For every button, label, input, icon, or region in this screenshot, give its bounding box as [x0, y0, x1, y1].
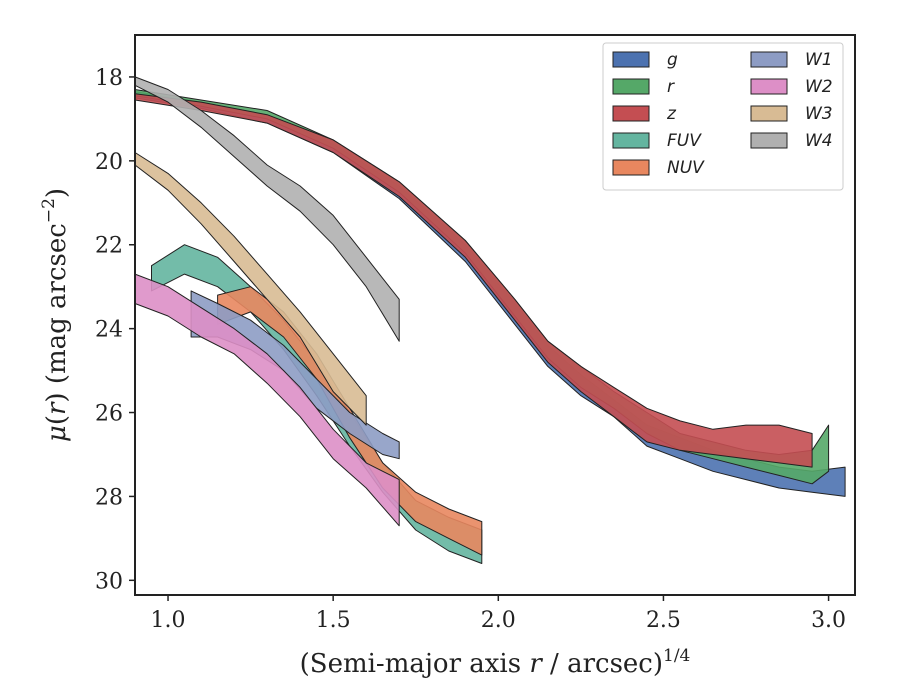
legend-swatch-nuv [612, 159, 650, 176]
legend-label-fuv: FUV [667, 131, 702, 151]
x-tick-label: 2.5 [646, 608, 681, 633]
y-tick-label: 18 [95, 66, 123, 91]
y-tick-label: 20 [95, 150, 123, 175]
x-tick-label: 3.0 [811, 608, 846, 633]
x-tick-label: 1.5 [316, 608, 351, 633]
legend-label-w4: W4 [805, 131, 833, 151]
x-tick-label: 1.0 [151, 608, 186, 633]
legend: grz FUV NUV W1 W2 W3 W4 [602, 42, 844, 191]
legend-label-g: g [667, 50, 678, 70]
legend-swatch-r [612, 78, 650, 95]
band-w4 [134, 76, 400, 342]
plot-frame [134, 34, 856, 596]
y-tick-label: 24 [95, 318, 123, 343]
legend-swatch-g [612, 51, 650, 68]
y-tick-label: 26 [95, 402, 123, 427]
legend-swatch-w1 [750, 51, 788, 68]
legend-swatch-w2 [750, 78, 788, 95]
y-tick-label: 28 [95, 485, 123, 510]
legend-swatch-z [612, 105, 650, 122]
legend-label-w3: W3 [805, 104, 833, 124]
legend-label-w2: W2 [805, 77, 833, 97]
legend-swatch-w3 [750, 105, 788, 122]
x-tick-label: 2.0 [481, 608, 516, 633]
x-axis-label: (Semi-major axis r / arcsec)1/4 [300, 646, 691, 679]
legend-label-w1: W1 [805, 50, 833, 70]
legend-label-nuv: NUV [667, 158, 705, 178]
legend-label-r: r [667, 77, 675, 97]
profile-bands [134, 76, 846, 564]
legend-label-z: z [666, 104, 677, 124]
band-w2 [134, 273, 400, 527]
y-axis-ticks: 18 20 22 24 26 28 30 [95, 66, 135, 594]
legend-swatch-w4 [750, 132, 788, 149]
legend-swatch-fuv [612, 132, 650, 149]
x-axis-ticks: 1.0 1.5 2.0 2.5 3.0 [151, 595, 846, 633]
y-axis-label: μ(r) (mag arcsec−2) [39, 188, 72, 442]
y-tick-label: 30 [95, 569, 123, 594]
band-z [134, 93, 813, 468]
band-w3 [134, 152, 367, 426]
y-tick-label: 22 [95, 234, 123, 259]
